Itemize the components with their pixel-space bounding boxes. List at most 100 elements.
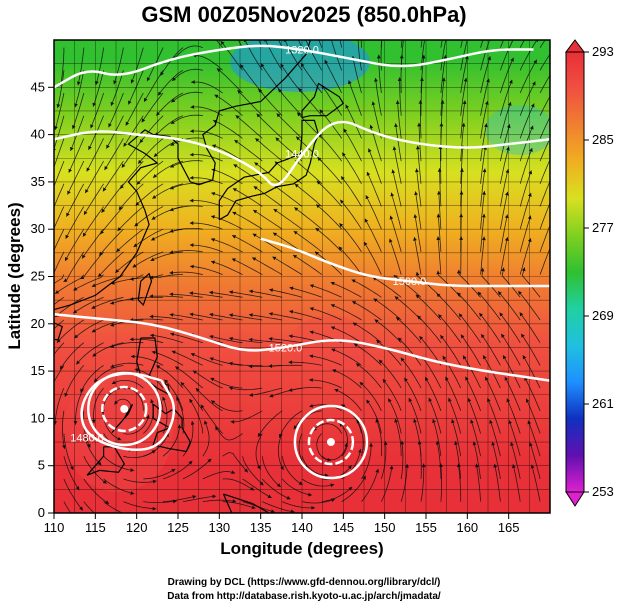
streamline — [338, 246, 362, 275]
streamline-arrow — [551, 194, 555, 198]
streamline-arrow — [347, 465, 352, 470]
streamline — [83, 433, 102, 466]
streamline-arrow — [466, 33, 470, 37]
streamline-arrow — [101, 208, 106, 213]
streamline-arrow — [348, 486, 353, 491]
streamline — [61, 410, 65, 449]
streamline — [117, 206, 144, 232]
streamline-arrow — [519, 312, 524, 317]
streamline-arrow — [270, 509, 275, 513]
streamline — [417, 145, 422, 184]
coastline-segment — [218, 119, 320, 221]
streamline-arrow — [390, 192, 395, 197]
streamline-arrow — [275, 137, 280, 142]
streamline — [248, 338, 283, 344]
streamline — [252, 209, 283, 230]
streamline — [169, 293, 203, 298]
streamline — [438, 190, 442, 230]
streamline — [169, 228, 203, 233]
streamline — [316, 180, 343, 207]
streamline-arrow — [50, 192, 54, 196]
streamline — [480, 123, 487, 162]
streamline-arrow — [48, 237, 52, 241]
streamline — [83, 183, 104, 216]
streamline-arrow — [215, 426, 219, 431]
streamline — [365, 195, 382, 230]
streamline — [458, 313, 481, 343]
streamline-arrow — [485, 376, 489, 381]
streamline-arrow — [376, 54, 381, 59]
streamline-arrow — [438, 314, 443, 319]
streamline-arrow — [190, 264, 194, 269]
streamline — [397, 100, 402, 139]
streamline-arrow — [106, 144, 110, 149]
streamline — [439, 334, 462, 366]
streamline — [436, 293, 462, 321]
streamline — [400, 40, 403, 48]
streamline-arrow — [499, 312, 504, 317]
streamline — [420, 100, 422, 139]
streamline-arrow — [104, 166, 108, 171]
streamline — [439, 168, 442, 207]
streamline-arrow — [149, 314, 154, 319]
streamline-arrow — [331, 348, 336, 353]
streamline-arrow — [232, 499, 237, 503]
x-tick-label: 155 — [415, 520, 437, 535]
streamline — [539, 40, 546, 48]
streamline-arrow — [209, 357, 214, 361]
streamline — [153, 138, 184, 158]
streamline-arrow — [521, 333, 525, 338]
streamline-arrow — [258, 432, 262, 437]
streamline — [54, 92, 65, 131]
streamline-arrow — [481, 334, 485, 339]
streamline-arrow — [348, 80, 352, 85]
streamline — [123, 414, 150, 435]
streamline-arrow — [391, 169, 396, 174]
streamline-arrow — [153, 153, 158, 157]
streamline — [500, 124, 511, 162]
streamline — [104, 138, 124, 171]
streamline — [478, 312, 501, 343]
streamline-arrow — [522, 355, 527, 360]
streamline-arrow — [297, 112, 301, 117]
streamline — [98, 228, 124, 256]
streamline-arrow — [149, 294, 154, 299]
contour-line — [54, 313, 550, 382]
streamline — [269, 289, 303, 298]
streamline — [389, 238, 402, 275]
streamline-arrow — [550, 240, 554, 244]
streamline — [171, 68, 203, 82]
streamline — [189, 398, 204, 434]
streamline-arrow — [508, 420, 512, 425]
streamline — [460, 168, 463, 207]
streamline — [82, 206, 104, 237]
streamline-arrow — [47, 394, 51, 398]
streamline — [480, 40, 484, 48]
streamline — [195, 387, 223, 412]
streamline-arrow — [327, 457, 332, 462]
streamline — [480, 236, 485, 275]
streamline — [141, 92, 164, 123]
streamline — [309, 379, 342, 389]
streamline-arrow — [351, 279, 356, 283]
streamline — [378, 54, 382, 94]
streamline-arrow — [483, 355, 487, 360]
streamline-arrow — [359, 381, 364, 386]
streamline — [169, 250, 203, 254]
contour-line — [260, 237, 550, 288]
x-tick-label: 150 — [374, 520, 396, 535]
streamline — [255, 433, 263, 470]
streamline-arrow — [324, 59, 329, 64]
credit-drawing: Drawing by DCL (https://www.gfd-dennou.o… — [168, 577, 441, 588]
streamline-arrow — [376, 339, 381, 344]
streamline-arrow — [298, 481, 303, 485]
streamline-arrow — [428, 397, 433, 402]
streamline — [480, 191, 485, 230]
streamline-arrow — [248, 364, 253, 369]
streamline — [420, 40, 423, 48]
streamline — [278, 40, 283, 48]
streamline — [357, 40, 362, 71]
streamline-arrow — [129, 337, 134, 342]
streamline-arrow — [252, 257, 257, 261]
streamline — [372, 276, 402, 298]
